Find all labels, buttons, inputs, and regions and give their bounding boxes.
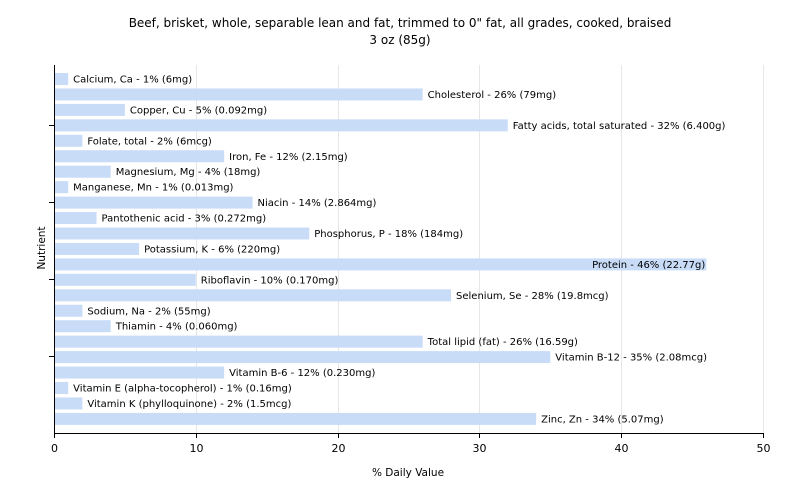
- x-tick-label: 40: [615, 442, 629, 455]
- bar-label: Copper, Cu - 5% (0.092mg): [130, 105, 267, 116]
- axes: [54, 65, 763, 434]
- bar: [55, 320, 111, 333]
- bar: [55, 412, 537, 425]
- bar: [55, 181, 69, 194]
- bar: [55, 242, 140, 255]
- bar-label: Sodium, Na - 2% (55mg): [87, 306, 210, 317]
- bars: [55, 73, 707, 425]
- bar: [55, 134, 83, 147]
- bar-label: Selenium, Se - 28% (19.8mcg): [456, 291, 609, 302]
- bar-label: Folate, total - 2% (6mcg): [87, 136, 212, 147]
- bar: [55, 165, 111, 178]
- bar-label: Cholesterol - 26% (79mg): [428, 90, 557, 101]
- bar-label: Vitamin B-6 - 12% (0.230mg): [229, 368, 375, 379]
- bar-label: Iron, Fe - 12% (2.15mg): [229, 152, 348, 163]
- bar: [55, 289, 452, 302]
- bar-label: Niacin - 14% (2.864mg): [258, 198, 377, 209]
- bar: [55, 212, 97, 225]
- bar-label: Manganese, Mn - 1% (0.013mg): [73, 183, 233, 194]
- bar: [55, 150, 225, 163]
- bar: [55, 351, 551, 364]
- bar-label: Phosphorus, P - 18% (184mg): [314, 229, 463, 240]
- bar-label: Vitamin K (phylloquinone) - 2% (1.5mcg): [87, 399, 291, 410]
- bar: [55, 258, 707, 271]
- bar-labels: Calcium, Ca - 1% (6mg) Cholesterol - 26% …: [73, 75, 725, 426]
- x-tick-label: 30: [473, 442, 487, 455]
- bar-label: Pantothenic acid - 3% (0.272mg): [102, 214, 267, 225]
- bar-label: Calcium, Ca - 1% (6mg): [73, 75, 192, 86]
- x-axis-title: % Daily Value: [372, 467, 444, 479]
- chart-title-group: Beef, brisket, whole, separable lean and…: [129, 16, 672, 47]
- y-axis-ticks: [49, 125, 54, 357]
- x-tick-label: 50: [757, 442, 771, 455]
- bar-label: Fatty acids, total saturated - 32% (6.40…: [513, 121, 726, 132]
- y-axis-title: Nutrient: [36, 226, 48, 269]
- bar-label: Zinc, Zn - 34% (5.07mg): [541, 414, 664, 425]
- x-tick-label: 0: [51, 442, 58, 455]
- bar-label: Thiamin - 4% (0.060mg): [115, 322, 238, 333]
- bar: [55, 227, 310, 240]
- bar-label: Protein - 46% (22.77g): [592, 260, 705, 271]
- bar: [55, 366, 225, 379]
- bar: [55, 119, 508, 132]
- bar: [55, 103, 125, 116]
- bar-label: Total lipid (fat) - 26% (16.59g): [427, 337, 578, 348]
- bar: [55, 73, 69, 85]
- bar: [55, 397, 83, 410]
- bar-label: Potassium, K - 6% (220mg): [144, 244, 280, 255]
- chart-subtitle: 3 oz (85g): [369, 33, 430, 47]
- x-axis-ticks: 0 10 20 30 40 50: [51, 433, 771, 455]
- x-tick-label: 10: [190, 442, 204, 455]
- bar-label: Vitamin E (alpha-tocopherol) - 1% (0.16m…: [73, 384, 292, 395]
- bar: [55, 196, 253, 209]
- chart-title: Beef, brisket, whole, separable lean and…: [129, 16, 672, 30]
- bar-label: Vitamin B-12 - 35% (2.08mcg): [555, 353, 707, 364]
- bar-label: Riboflavin - 10% (0.170mg): [201, 275, 339, 286]
- bar: [55, 304, 83, 317]
- bar: [55, 88, 423, 101]
- bar-label: Magnesium, Mg - 4% (18mg): [116, 167, 261, 178]
- bar: [55, 382, 69, 394]
- x-tick-label: 20: [332, 442, 346, 455]
- bar: [55, 273, 196, 286]
- bar: [55, 335, 423, 348]
